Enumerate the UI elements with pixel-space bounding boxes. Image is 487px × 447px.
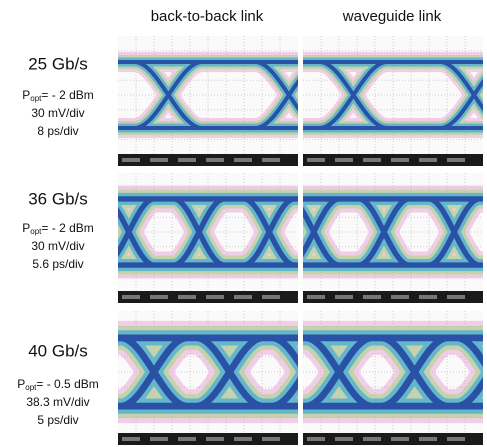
status-field <box>307 437 325 441</box>
status-field <box>363 437 381 441</box>
status-field <box>234 158 252 162</box>
status-field <box>335 295 353 299</box>
status-field <box>178 437 196 441</box>
status-field <box>307 295 325 299</box>
power-subscript: opt <box>25 383 37 392</box>
power-symbol: P <box>17 377 25 391</box>
optical-power: Popt= - 2 dBm <box>22 221 94 236</box>
status-field <box>335 437 353 441</box>
eye-diagram <box>303 36 483 154</box>
voltage-scale: 30 mV/div <box>31 239 84 253</box>
eye-diagram <box>303 311 483 433</box>
voltage-scale: 30 mV/div <box>31 106 84 120</box>
time-scale: 5.6 ps/div <box>32 257 83 271</box>
power-value: = - 2 dBm <box>41 221 93 235</box>
status-field <box>419 158 437 162</box>
status-field <box>178 295 196 299</box>
optical-power: Popt= - 2 dBm <box>22 88 94 103</box>
column-header: back-to-back link <box>151 8 264 25</box>
status-field <box>122 295 140 299</box>
status-field <box>391 437 409 441</box>
eye-trace <box>303 59 483 131</box>
status-field <box>447 437 465 441</box>
eye-trace <box>303 334 483 410</box>
power-subscript: opt <box>30 227 42 236</box>
eye-trace <box>118 334 298 410</box>
voltage-scale: 38.3 mV/div <box>26 395 89 409</box>
status-field <box>335 158 353 162</box>
status-field <box>206 295 224 299</box>
power-symbol: P <box>22 221 30 235</box>
status-field <box>391 158 409 162</box>
power-symbol: P <box>22 88 30 102</box>
status-field <box>234 437 252 441</box>
eye-trace <box>118 196 298 268</box>
bit-rate: 36 Gb/s <box>28 189 88 208</box>
bit-rate: 25 Gb/s <box>28 54 88 73</box>
status-field <box>122 158 140 162</box>
status-field <box>150 158 168 162</box>
status-field <box>206 158 224 162</box>
optical-power: Popt= - 0.5 dBm <box>17 377 99 392</box>
status-field <box>262 158 280 162</box>
eye-diagram <box>118 173 298 291</box>
status-field <box>206 437 224 441</box>
status-field <box>391 295 409 299</box>
status-field <box>150 295 168 299</box>
status-field <box>363 295 381 299</box>
eye-diagram <box>118 36 298 154</box>
status-field <box>447 158 465 162</box>
status-field <box>150 437 168 441</box>
status-field <box>447 295 465 299</box>
status-field <box>363 158 381 162</box>
status-field <box>262 295 280 299</box>
status-field <box>307 158 325 162</box>
eye-diagram <box>303 173 483 291</box>
eye-diagram <box>118 311 298 433</box>
status-field <box>178 158 196 162</box>
status-field <box>234 295 252 299</box>
power-value: = - 0.5 dBm <box>36 377 98 391</box>
status-field <box>262 437 280 441</box>
column-header: waveguide link <box>342 8 442 25</box>
time-scale: 5 ps/div <box>37 413 78 427</box>
eye-trace <box>118 59 298 131</box>
status-field <box>419 295 437 299</box>
power-subscript: opt <box>30 94 42 103</box>
time-scale: 8 ps/div <box>37 124 78 138</box>
status-field <box>419 437 437 441</box>
eye-trace <box>303 196 483 268</box>
power-value: = - 2 dBm <box>41 88 93 102</box>
bit-rate: 40 Gb/s <box>28 341 88 360</box>
status-field <box>122 437 140 441</box>
